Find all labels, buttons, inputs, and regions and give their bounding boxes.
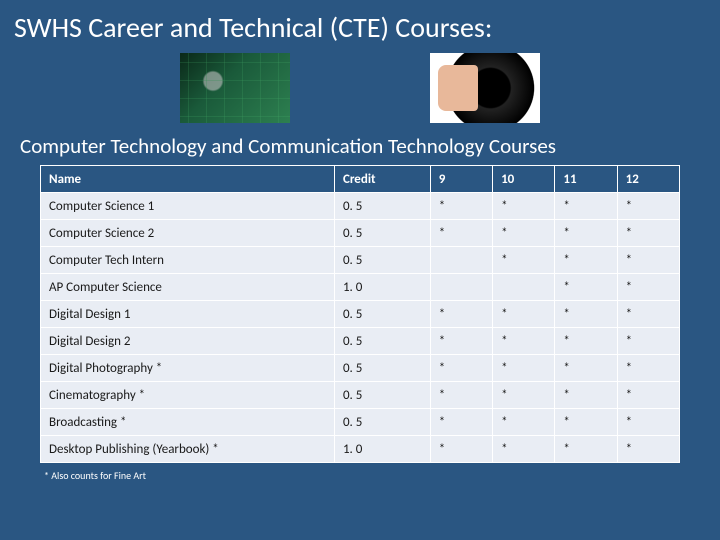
- cell-credit: 1. 0: [334, 274, 430, 301]
- cell-g10: *: [493, 328, 555, 355]
- cell-g10: *: [493, 409, 555, 436]
- cell-credit: 0. 5: [334, 328, 430, 355]
- table-row: Computer Science 20. 5****: [41, 220, 680, 247]
- circuit-board-image: [180, 53, 290, 123]
- cell-name: AP Computer Science: [41, 274, 335, 301]
- cell-g11: *: [555, 382, 617, 409]
- cell-name: Broadcasting *: [41, 409, 335, 436]
- cell-g12: *: [617, 274, 679, 301]
- col-credit: Credit: [334, 166, 430, 193]
- table-row: Computer Science 10. 5****: [41, 193, 680, 220]
- cell-g9: [430, 274, 492, 301]
- col-g10: 10: [493, 166, 555, 193]
- cell-g9: *: [430, 436, 492, 463]
- cell-g12: *: [617, 436, 679, 463]
- col-g9: 9: [430, 166, 492, 193]
- cell-g11: *: [555, 301, 617, 328]
- cell-g12: *: [617, 328, 679, 355]
- cell-g10: [493, 274, 555, 301]
- cell-g9: *: [430, 328, 492, 355]
- cell-g9: *: [430, 193, 492, 220]
- table-row: Desktop Publishing (Yearbook) *1. 0****: [41, 436, 680, 463]
- cell-name: Cinematography *: [41, 382, 335, 409]
- cell-g12: *: [617, 193, 679, 220]
- cell-credit: 0. 5: [334, 247, 430, 274]
- cell-name: Digital Design 2: [41, 328, 335, 355]
- cell-g11: *: [555, 436, 617, 463]
- cell-name: Computer Tech Intern: [41, 247, 335, 274]
- table-row: Digital Design 20. 5****: [41, 328, 680, 355]
- table-header-row: Name Credit 9 10 11 12: [41, 166, 680, 193]
- section-subtitle: Computer Technology and Communication Te…: [0, 129, 720, 165]
- cell-g9: *: [430, 409, 492, 436]
- table-row: Cinematography *0. 5****: [41, 382, 680, 409]
- table-row: AP Computer Science1. 0 **: [41, 274, 680, 301]
- col-name: Name: [41, 166, 335, 193]
- cell-g9: *: [430, 382, 492, 409]
- cell-g9: *: [430, 220, 492, 247]
- cell-credit: 0. 5: [334, 382, 430, 409]
- cell-g9: [430, 247, 492, 274]
- cell-g12: *: [617, 409, 679, 436]
- cell-g10: *: [493, 355, 555, 382]
- cell-g11: *: [555, 355, 617, 382]
- cell-name: Digital Design 1: [41, 301, 335, 328]
- cell-g10: *: [493, 436, 555, 463]
- cell-credit: 1. 0: [334, 436, 430, 463]
- cell-g10: *: [493, 301, 555, 328]
- cell-g9: *: [430, 301, 492, 328]
- cell-g10: *: [493, 193, 555, 220]
- cell-g11: *: [555, 409, 617, 436]
- cell-name: Desktop Publishing (Yearbook) *: [41, 436, 335, 463]
- col-g12: 12: [617, 166, 679, 193]
- table-row: Broadcasting *0. 5****: [41, 409, 680, 436]
- page-title: SWHS Career and Technical (CTE) Courses:: [0, 0, 720, 51]
- cell-credit: 0. 5: [334, 409, 430, 436]
- cell-credit: 0. 5: [334, 193, 430, 220]
- footnote: * Also counts for Fine Art: [0, 463, 720, 488]
- cell-g12: *: [617, 382, 679, 409]
- table-row: Digital Design 10. 5****: [41, 301, 680, 328]
- cell-g10: *: [493, 247, 555, 274]
- cell-g12: *: [617, 301, 679, 328]
- cell-credit: 0. 5: [334, 355, 430, 382]
- cell-name: Digital Photography *: [41, 355, 335, 382]
- cell-g11: *: [555, 193, 617, 220]
- cell-g11: *: [555, 328, 617, 355]
- cell-credit: 0. 5: [334, 301, 430, 328]
- cell-credit: 0. 5: [334, 220, 430, 247]
- course-table: Name Credit 9 10 11 12 Computer Science …: [40, 165, 680, 463]
- cell-name: Computer Science 1: [41, 193, 335, 220]
- cell-g10: *: [493, 220, 555, 247]
- image-row: [0, 51, 720, 129]
- cell-g11: *: [555, 220, 617, 247]
- cell-name: Computer Science 2: [41, 220, 335, 247]
- cell-g12: *: [617, 247, 679, 274]
- cell-g11: *: [555, 247, 617, 274]
- cell-g11: *: [555, 274, 617, 301]
- cell-g9: *: [430, 355, 492, 382]
- table-row: Computer Tech Intern0. 5***: [41, 247, 680, 274]
- cell-g12: *: [617, 220, 679, 247]
- cell-g12: *: [617, 355, 679, 382]
- col-g11: 11: [555, 166, 617, 193]
- table-row: Digital Photography *0. 5****: [41, 355, 680, 382]
- cell-g10: *: [493, 382, 555, 409]
- camera-image: [430, 53, 540, 123]
